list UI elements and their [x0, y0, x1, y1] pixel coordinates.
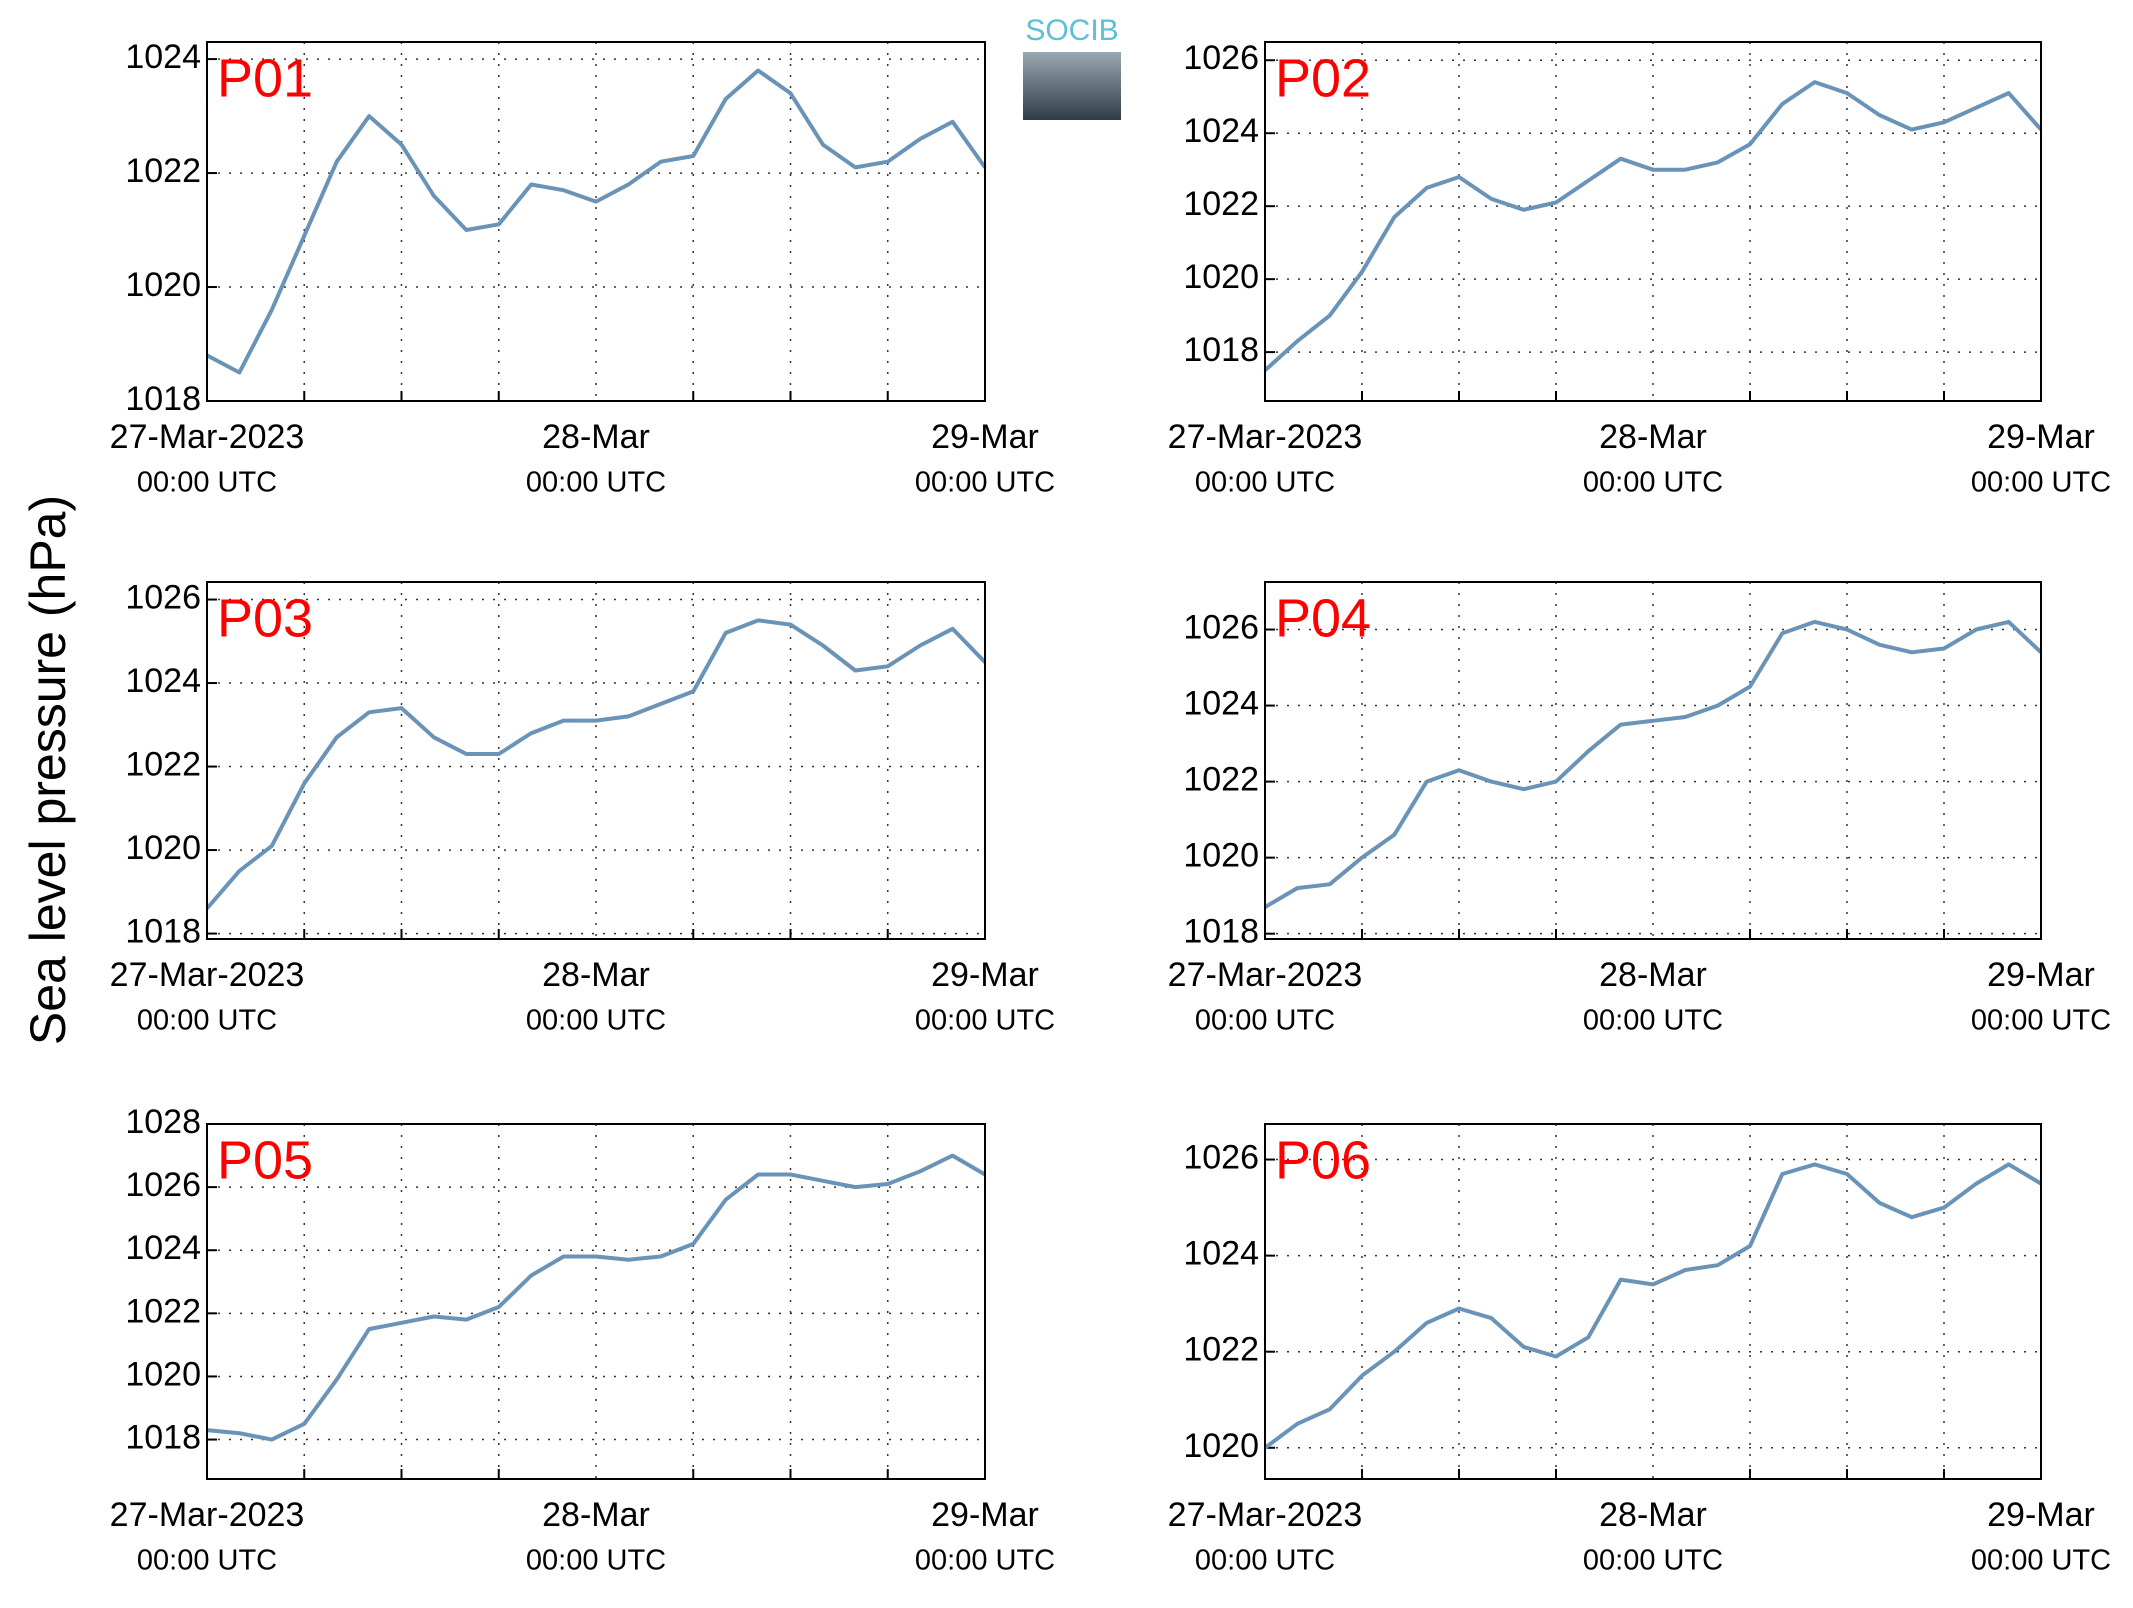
x-tick-sublabel: 00:00 UTC — [1195, 467, 1335, 499]
y-tick-label: 1024 — [1183, 112, 1259, 150]
y-tick-label: 1026 — [125, 579, 201, 617]
y-tick-label: 1028 — [125, 1103, 201, 1141]
y-tick-label: 1020 — [125, 829, 201, 867]
pressure-line — [206, 68, 987, 375]
x-tick-sublabel: 00:00 UTC — [1583, 1005, 1723, 1037]
panel: 1018 1020 1022 1024 1026 27-Mar-2023 00:00 UTC… — [1168, 581, 2111, 1037]
x-tick-label: 29-Mar — [931, 418, 1039, 456]
x-tick-label: 27-Mar-2023 — [1168, 956, 1363, 994]
panel: 1018 1020 1022 1024 1026 27-Mar-2023 00:00 UTC… — [1168, 39, 2111, 498]
y-tick-label: 1026 — [125, 1166, 201, 1204]
y-tick-label: 1018 — [1183, 331, 1259, 369]
panel: 1020 1022 1024 1026 27-Mar-2023 00:00 UTC 28-M… — [1168, 1123, 2111, 1577]
plot-frame — [206, 1123, 986, 1480]
y-tick-label: 1024 — [1183, 685, 1259, 723]
plot-frame — [1264, 581, 2042, 940]
x-tick-label: 29-Mar — [931, 956, 1039, 994]
x-tick-label: 28-Mar — [542, 956, 650, 994]
logo-block — [1023, 52, 1121, 120]
x-tick-sublabel: 00:00 UTC — [526, 1005, 666, 1037]
x-tick-label: 29-Mar — [1987, 1496, 2095, 1534]
y-tick-label: 1020 — [1183, 1427, 1259, 1465]
x-tick-label: 29-Mar — [931, 1496, 1039, 1534]
panel-title: P03 — [217, 588, 313, 648]
panel: 1018 1020 1022 1024 1026 1028 27-Mar-2023 00:00… — [110, 1103, 1055, 1577]
x-tick-sublabel: 00:00 UTC — [137, 1005, 277, 1037]
x-tick-sublabel: 00:00 UTC — [526, 1545, 666, 1577]
y-tick-label: 1024 — [125, 38, 201, 76]
x-tick-label: 28-Mar — [1599, 956, 1707, 994]
x-tick-sublabel: 00:00 UTC — [526, 467, 666, 499]
y-tick-label: 1018 — [125, 913, 201, 951]
panel-title: P01 — [217, 48, 313, 108]
x-tick-sublabel: 00:00 UTC — [1583, 1545, 1723, 1577]
pressure-line — [1263, 80, 2043, 372]
y-tick-label: 1022 — [125, 746, 201, 784]
x-tick-sublabel: 00:00 UTC — [915, 1005, 1055, 1037]
y-tick-label: 1024 — [125, 1229, 201, 1267]
y-tick-label: 1022 — [1183, 1331, 1259, 1369]
x-tick-sublabel: 00:00 UTC — [1971, 1005, 2111, 1037]
pressure-line — [1263, 1162, 2043, 1450]
panel-title: P04 — [1275, 588, 1371, 648]
x-tick-label: 28-Mar — [542, 418, 650, 456]
x-tick-sublabel: 00:00 UTC — [137, 467, 277, 499]
y-tick-label: 1020 — [125, 266, 201, 304]
x-tick-sublabel: 00:00 UTC — [1195, 1545, 1335, 1577]
x-tick-label: 28-Mar — [542, 1496, 650, 1534]
x-tick-sublabel: 00:00 UTC — [1971, 1545, 2111, 1577]
pressure-line — [206, 1153, 987, 1442]
y-tick-label: 1022 — [125, 1292, 201, 1330]
plot-frame — [206, 41, 986, 402]
x-tick-sublabel: 00:00 UTC — [915, 467, 1055, 499]
x-tick-label: 29-Mar — [1987, 956, 2095, 994]
x-tick-label: 27-Mar-2023 — [110, 1496, 305, 1534]
logo: SOCIB — [1023, 14, 1121, 120]
y-tick-label: 1022 — [125, 152, 201, 190]
plot-frame — [1264, 1123, 2042, 1480]
x-tick-sublabel: 00:00 UTC — [1971, 467, 2111, 499]
x-tick-label: 28-Mar — [1599, 1496, 1707, 1534]
panel: 1018 1020 1022 1024 1026 27-Mar-2023 00:00 UTC… — [110, 579, 1055, 1037]
x-tick-sublabel: 00:00 UTC — [137, 1545, 277, 1577]
panel: 1018 1020 1022 1024 27-Mar-2023 00:00 UTC 28-M… — [110, 38, 1055, 499]
y-tick-label: 1026 — [1183, 39, 1259, 77]
y-tick-label: 1018 — [1183, 913, 1259, 951]
x-tick-label: 29-Mar — [1987, 418, 2095, 456]
x-tick-sublabel: 00:00 UTC — [1583, 467, 1723, 499]
pressure-line — [205, 618, 987, 910]
x-tick-label: 28-Mar — [1599, 418, 1707, 456]
y-tick-label: 1022 — [1183, 761, 1259, 799]
x-tick-label: 27-Mar-2023 — [1168, 1496, 1363, 1534]
y-tick-label: 1022 — [1183, 185, 1259, 223]
y-tick-label: 1020 — [125, 1355, 201, 1393]
y-tick-label: 1018 — [125, 1419, 201, 1457]
y-tick-label: 1024 — [125, 662, 201, 700]
x-tick-sublabel: 00:00 UTC — [1195, 1005, 1335, 1037]
x-tick-label: 27-Mar-2023 — [110, 956, 305, 994]
y-tick-label: 1026 — [1183, 1139, 1259, 1177]
y-tick-label: 1018 — [125, 380, 201, 418]
panel-title: P02 — [1275, 48, 1371, 108]
y-tick-label: 1020 — [1183, 837, 1259, 875]
plot-frame — [206, 581, 986, 940]
x-tick-sublabel: 00:00 UTC — [915, 1545, 1055, 1577]
pressure-line — [1263, 619, 2043, 909]
y-axis-label: Sea level pressure (hPa) — [20, 495, 76, 1045]
y-tick-label: 1024 — [1183, 1235, 1259, 1273]
x-tick-label: 27-Mar-2023 — [1168, 418, 1363, 456]
panel-title: P06 — [1275, 1130, 1371, 1190]
plot-frame — [1264, 41, 2042, 402]
x-tick-label: 27-Mar-2023 — [110, 418, 305, 456]
y-tick-label: 1026 — [1183, 609, 1259, 647]
y-tick-label: 1020 — [1183, 258, 1259, 296]
panel-title: P05 — [217, 1130, 313, 1190]
logo-text: SOCIB — [1025, 14, 1118, 47]
